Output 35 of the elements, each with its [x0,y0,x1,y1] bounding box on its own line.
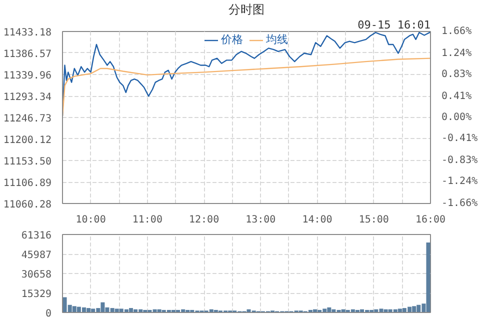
y-tick-label: 11433.18 [3,28,52,38]
x-tick-label: 11:00 [132,214,162,226]
y-tick-label: 15329 [21,289,52,300]
y-tick-label: 11106.89 [3,178,52,189]
x-tick-label: 14:00 [302,214,332,226]
annotation: 09-15 16:01 [358,18,431,32]
x-tick-label: 15:00 [358,214,389,226]
y2-tick-label: 0.41% [442,90,472,102]
y-tick-label: 11246.73 [3,114,52,124]
y-tick-label: 11200.12 [3,135,52,146]
y-tick-label: 61316 [21,230,52,242]
x-tick-label: 16:00 [415,214,446,226]
y2-tick-label: 1.66% [442,26,472,37]
y-tick-label: 11386.57 [3,49,52,60]
x-tick-label: 13:00 [246,214,276,226]
y2-tick-label: -1.66% [442,198,478,209]
legend-label: 均线 [266,33,288,47]
y2-tick-label: 0.00% [442,112,472,123]
legend-label: 价格 [221,33,243,47]
y2-tick-label: 1.24% [442,48,472,59]
line-series [62,58,430,117]
y2-tick-label: -0.41% [442,133,478,144]
chart-title: 分时图 [228,2,264,16]
y-tick-label: 11339.96 [3,70,52,82]
y-tick-label: 11060.28 [3,200,52,210]
y-tick-label: 11293.34 [3,92,52,103]
y2-tick-label: -1.24% [442,176,478,188]
y-tick-label: 45987 [21,250,52,261]
y2-tick-label: -0.83% [442,155,478,166]
y-tick-label: 0 [45,308,52,320]
y-tick-label: 30658 [21,270,52,280]
y-tick-label: 11153.50 [3,156,52,168]
x-tick-label: 12:00 [188,214,220,226]
x-tick-label: 10:00 [76,214,106,226]
y2-tick-label: 0.83% [442,69,472,80]
